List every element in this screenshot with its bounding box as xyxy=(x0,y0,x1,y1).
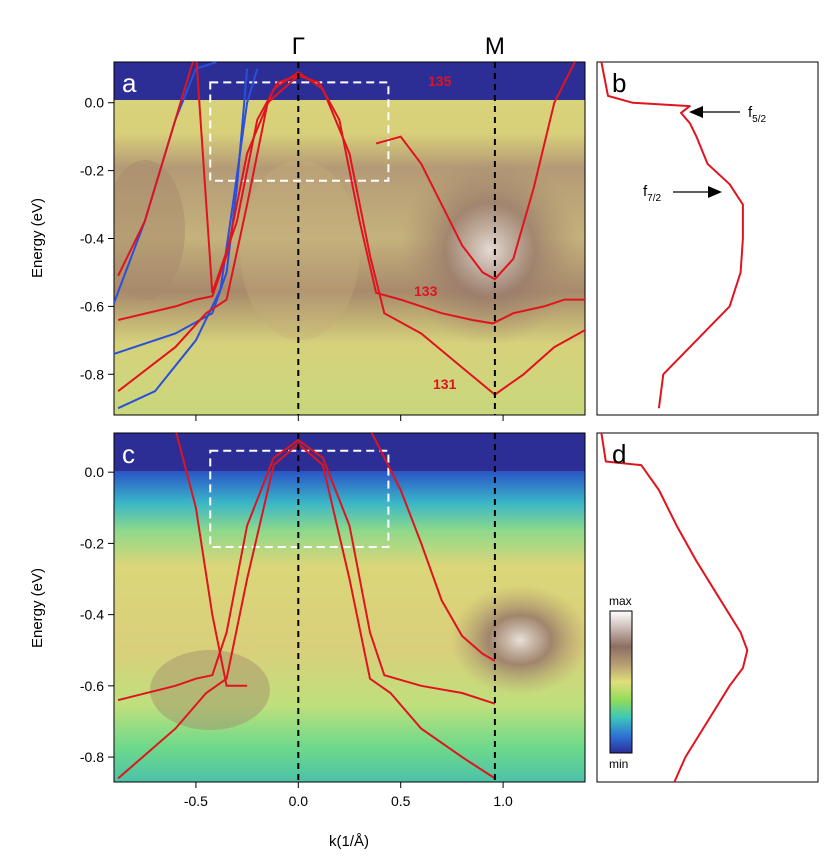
f52-arrow-head xyxy=(689,106,703,118)
panel-c-y-tick-label-4: -0.8 xyxy=(80,749,104,765)
panel-a-image xyxy=(113,61,586,416)
panel-c-red-band-2 xyxy=(175,433,248,687)
m-label: M xyxy=(485,33,505,60)
panel-a-y-tick-label-1: -0.2 xyxy=(80,163,104,179)
panel-a-y-tick-label-2: -0.4 xyxy=(80,231,104,247)
panel-c-top-band xyxy=(114,433,585,471)
panel-c-x-axis-title: k(1/Å) xyxy=(329,833,369,850)
panel-c-x-tick-label-1: 0.0 xyxy=(289,793,309,809)
panel-b-frame xyxy=(596,61,819,416)
panel-b-edc-curve xyxy=(600,61,744,409)
panel-d: d max min xyxy=(596,432,819,783)
panel-c-red-band-3 xyxy=(370,433,496,662)
panel-c-red-band-0 xyxy=(117,438,496,705)
panel-d-edc-curve xyxy=(600,432,749,783)
colorbar-max-label: max xyxy=(609,594,632,608)
panel-a-brown-feature xyxy=(400,155,580,345)
panel-a-red-band-0 xyxy=(117,62,585,325)
panel-c-y-tick-label-2: -0.4 xyxy=(80,607,104,623)
panel-b-curve-layer xyxy=(600,61,744,409)
panel-a-roi-box xyxy=(209,81,390,182)
panel-a-y-tick-label-3: -0.6 xyxy=(80,298,104,314)
panel-a-letter: a xyxy=(122,68,137,98)
panel-c-overlay xyxy=(117,433,496,782)
colorbar xyxy=(609,610,633,754)
panel-a-top-band xyxy=(114,62,585,100)
panel-a-overlay xyxy=(114,62,585,415)
panel-c-x-tick-label-3: 1.0 xyxy=(493,793,513,809)
panel-c-y-axis-title: Energy (eV) xyxy=(29,568,46,648)
panel-d-frame xyxy=(596,432,819,783)
panel-a-red-band-1 xyxy=(375,62,576,281)
panel-a-center-feature xyxy=(240,160,360,340)
colorbar-min-label: min xyxy=(609,757,628,771)
panel-c-image xyxy=(113,432,586,783)
panel-a-red-band-3 xyxy=(117,74,299,392)
f52-label: f5/2 xyxy=(748,104,767,125)
panel-c-x-tick-label-2: 0.5 xyxy=(391,793,411,809)
panel-a-y-tick-label-0: 0.0 xyxy=(85,95,105,111)
panel-d-letter: d xyxy=(612,439,626,469)
panel-a-blue-band-2 xyxy=(117,68,259,410)
panel-d-curve-layer xyxy=(600,432,749,783)
band-label-135: 135 xyxy=(428,73,452,89)
panel-c-letter: c xyxy=(122,439,135,469)
panel-c-y-tick-label-0: 0.0 xyxy=(85,464,105,480)
panel-c-y-tick-label-1: -0.2 xyxy=(80,535,104,551)
panel-c-brown-feature xyxy=(450,585,585,695)
panel-c-roi-box xyxy=(209,449,390,548)
panel-c-y-tick-label-3: -0.6 xyxy=(80,678,104,694)
panel-a-y-axis-title: Energy (eV) xyxy=(29,198,46,278)
panel-a-left-feature xyxy=(114,160,185,300)
gamma-label: Γ xyxy=(292,33,305,60)
panel-c-frame xyxy=(113,432,586,783)
panel-c-x-tick-label-0: -0.5 xyxy=(184,793,208,809)
panel-a-y-tick-label-4: -0.8 xyxy=(80,366,104,382)
panel-b-letter: b xyxy=(612,68,626,98)
f72-label: f7/2 xyxy=(643,183,662,204)
panel-c-axes: 0.0 -0.2 -0.4 -0.6 -0.8 -0.5 0.0 0.5 1.0 xyxy=(80,464,513,809)
panel-b: b f5/2 f7/2 xyxy=(596,61,819,416)
panel-c-red-band-1 xyxy=(117,442,496,780)
panel-a-axes: 0.0 -0.2 -0.4 -0.6 -0.8 xyxy=(80,95,504,421)
band-label-133: 133 xyxy=(414,283,438,299)
band-label-131: 131 xyxy=(433,376,457,392)
f72-arrow-head xyxy=(708,186,722,198)
panel-a-red-band-2 xyxy=(117,70,585,396)
